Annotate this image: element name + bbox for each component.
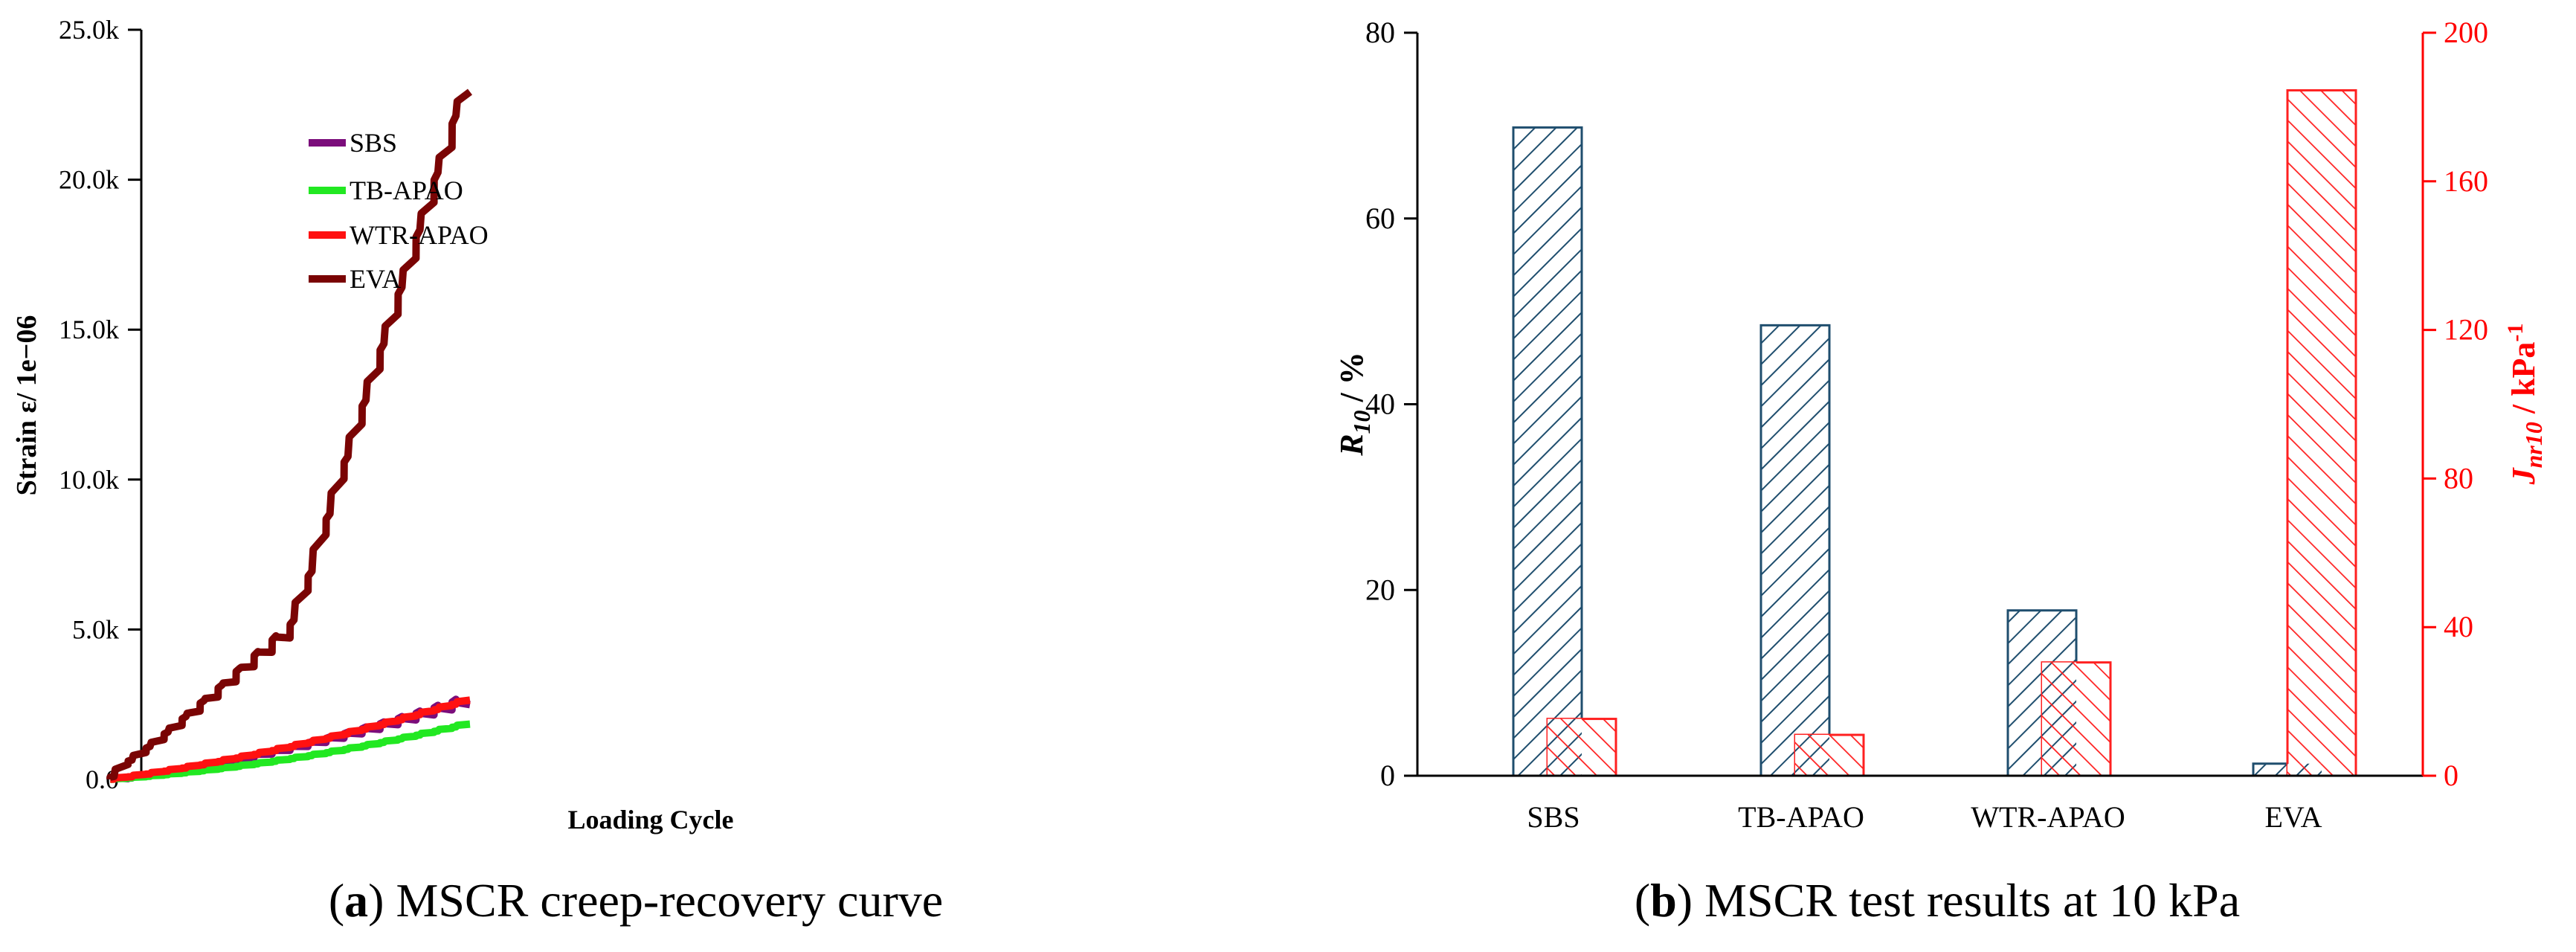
legend-item-eva: EVA (309, 264, 401, 294)
bar-overlap-hatch-eva (2287, 763, 2322, 776)
a-caption-text: MSCR creep-recovery curve (396, 874, 943, 927)
legend-item-sbs: SBS (309, 128, 397, 158)
b-caption-letter: b (1650, 874, 1677, 927)
b-right-tick-label: 120 (2444, 313, 2488, 347)
bar-overlap-hatch-sbs (1548, 718, 1582, 776)
legend-label-wtr-apao: WTR-APAO (350, 220, 489, 250)
b-caption-text: MSCR test results at 10 kPa (1704, 874, 2240, 927)
category-label-tb-apao: TB-APAO (1738, 800, 1864, 834)
a-y-axis-label: Strain ε/ 1e−06 (11, 315, 42, 496)
b-left-ticks: 0 20 40 60 80 (1365, 16, 1417, 792)
panel-b-bar-chart: 0 20 40 60 80 0 40 80 120 160 200 SBS TB-APAO WTR-A… (1333, 16, 2547, 927)
category-label-wtr-apao: WTR-APAO (1971, 800, 2125, 834)
series-line-eva (106, 89, 472, 781)
legend-label-sbs: SBS (350, 128, 397, 158)
a-y-tick-label: 10.0k (59, 465, 119, 495)
b-y2label-main: J (2505, 466, 2542, 485)
b-right-tick-label: 40 (2444, 610, 2473, 643)
b-left-tick-label: 60 (1365, 202, 1395, 235)
bar-overlap-hatch-wtr-apao (2042, 662, 2076, 776)
a-x-axis-label: Loading Cycle (567, 805, 733, 834)
bar-r10-sbs (1512, 126, 1583, 777)
a-legend: SBS TB-APAO WTR-APAO EVA (309, 128, 489, 294)
b-right-tick-label: 0 (2444, 759, 2459, 792)
b-ylabel-main: R (1333, 434, 1370, 456)
legend-item-wtr-apao: WTR-APAO (309, 220, 489, 250)
legend-label-tb-apao: TB-APAO (350, 176, 463, 205)
a-y-tick-label: 20.0k (59, 165, 119, 195)
b-category-labels: SBS TB-APAO WTR-APAO EVA (1527, 800, 2322, 834)
b-y-axis-label: R10 / % (1333, 352, 1375, 457)
a-y-tick-label: 15.0k (59, 315, 119, 344)
a-caption-letter: a (344, 874, 368, 927)
b-y2label-sub: nr10 (2520, 422, 2547, 468)
a-series-lines (106, 89, 472, 783)
category-label-eva: EVA (2264, 800, 2322, 834)
b-left-tick-label: 80 (1365, 16, 1395, 49)
category-label-sbs: SBS (1527, 800, 1580, 834)
a-y-tick-label: 5.0k (72, 614, 119, 644)
b-left-tick-label: 40 (1365, 387, 1395, 421)
b-ylabel-sub: 10 (1348, 410, 1375, 434)
b-right-ticks: 0 40 80 120 160 200 (2423, 16, 2488, 792)
b-bars (1512, 89, 2357, 777)
b-left-tick-label: 20 (1365, 573, 1395, 606)
b-right-tick-label: 80 (2444, 461, 2473, 495)
legend-label-eva: EVA (350, 264, 401, 294)
b-ylabel-unit: / % (1333, 352, 1370, 410)
b-caption: (b) MSCR test results at 10 kPa (1635, 874, 2240, 927)
b-y2-axis-label: Jnr10 / kPa-1 (2503, 324, 2547, 486)
b-right-tick-label: 160 (2444, 164, 2488, 198)
a-y-tick-label: 25.0k (59, 15, 119, 45)
b-left-tick-label: 0 (1380, 759, 1395, 792)
a-caption: (a) MSCR creep-recovery curve (329, 874, 943, 927)
series-line-wtr-apao (106, 696, 471, 783)
bar-overlap-hatch-tb-apao (1795, 735, 1829, 776)
b-y2label-unit: / kPa (2505, 342, 2542, 422)
legend-item-tb-apao: TB-APAO (309, 176, 463, 205)
b-y2label-sup: -1 (2503, 324, 2528, 342)
bar-jnr10-eva (2286, 89, 2357, 777)
b-right-tick-label: 200 (2444, 16, 2488, 49)
bar-r10-tb-apao (1759, 324, 1831, 777)
